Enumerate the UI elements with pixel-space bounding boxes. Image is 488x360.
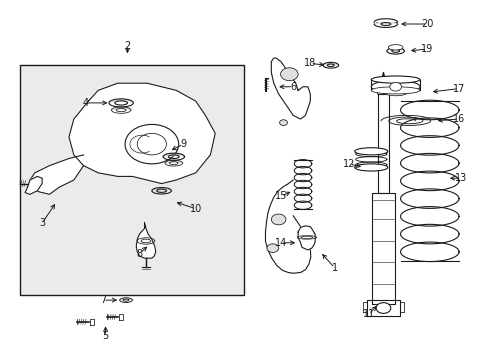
Circle shape (266, 244, 278, 252)
Text: 11: 11 (362, 310, 374, 319)
Text: 13: 13 (454, 173, 467, 183)
Polygon shape (370, 80, 419, 90)
Text: 3: 3 (39, 218, 45, 228)
Polygon shape (399, 302, 404, 312)
Text: 2: 2 (124, 41, 130, 50)
Text: 6: 6 (289, 82, 296, 92)
Circle shape (280, 68, 298, 81)
Text: 4: 4 (83, 98, 89, 108)
Polygon shape (265, 180, 310, 273)
Circle shape (279, 120, 287, 126)
Circle shape (375, 303, 390, 314)
Circle shape (125, 125, 178, 164)
Text: 18: 18 (304, 58, 316, 68)
Polygon shape (90, 319, 94, 324)
Text: 8: 8 (136, 248, 142, 258)
Text: 14: 14 (274, 238, 286, 248)
Polygon shape (30, 155, 83, 194)
Polygon shape (298, 226, 315, 250)
Text: 20: 20 (420, 19, 433, 29)
Polygon shape (69, 83, 215, 184)
Polygon shape (371, 193, 394, 304)
Text: 12: 12 (343, 159, 355, 169)
Text: 16: 16 (452, 114, 464, 124)
Polygon shape (25, 176, 42, 194)
Ellipse shape (370, 76, 419, 83)
Bar (20, 65, 244, 295)
Ellipse shape (370, 81, 419, 93)
Polygon shape (362, 302, 366, 312)
Polygon shape (119, 314, 123, 320)
Text: 19: 19 (420, 44, 432, 54)
Ellipse shape (383, 89, 407, 96)
Text: 15: 15 (274, 191, 286, 201)
Ellipse shape (370, 87, 419, 94)
Polygon shape (377, 94, 388, 193)
Polygon shape (366, 300, 399, 316)
Ellipse shape (354, 164, 387, 171)
Text: 10: 10 (189, 204, 202, 214)
Polygon shape (271, 58, 310, 119)
Circle shape (389, 82, 401, 91)
Text: 7: 7 (100, 295, 106, 305)
Ellipse shape (354, 148, 387, 155)
Text: 9: 9 (180, 139, 186, 149)
Text: 1: 1 (331, 263, 337, 273)
Circle shape (271, 214, 285, 225)
Text: 17: 17 (452, 84, 464, 94)
Text: 5: 5 (102, 331, 108, 341)
Ellipse shape (387, 45, 402, 50)
Polygon shape (136, 223, 156, 258)
